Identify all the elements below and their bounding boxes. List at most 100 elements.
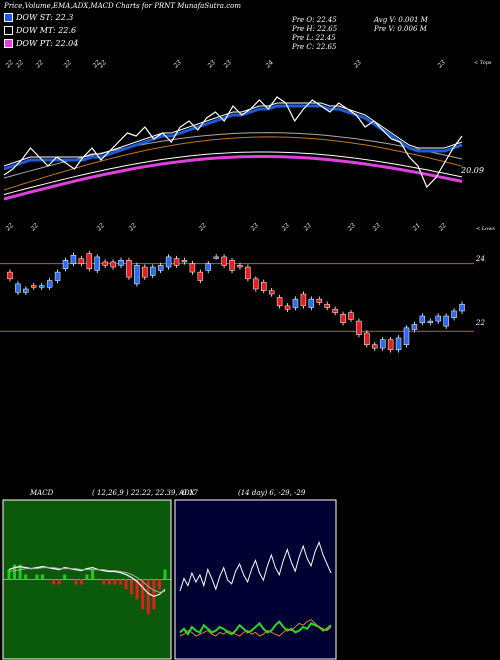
top-date-tick: 24 [264,59,275,70]
tops-label: < Tops [474,60,492,66]
volume-info: Avg V: 0.001 M Pre V: 0.006 M [374,16,428,33]
top-date-tick: 22 [97,59,108,70]
bottom-date-tick: 23 [302,222,313,233]
bottom-date-tick: 23 [280,222,291,233]
legend-swatch-st [4,13,13,22]
candle-body [31,285,37,288]
bottom-date-tick: 22 [29,222,40,233]
ema-legend: DOW ST: 22.3 DOW MT: 22.6 DOW PT: 22.04 [4,13,78,48]
candle-body [387,339,394,351]
chart-header: Price,Volume,EMA,ADX,MACD Charts for PRN… [4,2,241,10]
candle-body [15,283,21,293]
adx-line [179,540,332,592]
ema-st-shadow-line [3,102,463,167]
top-date-tick: 23 [206,59,217,70]
candle-body [403,327,410,345]
candle-body [284,305,291,310]
top-date-tick: 23 [172,59,183,70]
candle-body [300,293,307,307]
candle-body [205,263,211,271]
ema-mt-line [3,136,463,191]
candle-body [316,298,323,303]
candle-body [276,297,283,307]
bottom-date-tick: 22 [4,222,15,233]
top-date-tick: 22 [34,59,45,70]
candle-body [213,256,219,259]
candle-body [189,263,196,273]
bottom-date-tick: 22 [437,222,448,233]
candle-body [411,324,418,330]
macd-signal-line [8,567,166,593]
ema-pt-shadow-line [3,151,463,195]
candle-body [23,288,29,293]
legend-swatch-pt [4,39,13,48]
adx-di-plus-line [179,620,332,637]
candle-body [54,271,61,281]
ema-pt-line [3,155,463,201]
candle-body [356,320,362,335]
candle-body [118,260,124,266]
candle-panel [0,250,474,353]
candle-body [221,256,227,266]
level-label-22: 22 [476,319,485,327]
candle-body [181,260,188,263]
candle-body [253,278,259,290]
candle-body [142,266,148,278]
price-line [3,96,463,189]
candle-body [340,314,346,324]
macd-line [8,565,166,598]
ohlc-info: Pre O: 22.45 Pre H: 22.65 Pre L: 22.45 P… [292,16,338,51]
bottom-date-tick: 21 [411,222,422,233]
candle-body [70,254,77,264]
chart-site: MunafaSutra.com [177,2,241,10]
candle-body [379,339,386,349]
candle-body [62,260,69,269]
candle-body [364,332,370,345]
chart-title: Price,Volume,EMA,ADX,MACD Charts for PRN… [4,2,175,10]
ema-lt-line [3,132,463,179]
candle-body [149,266,156,276]
candle-body [245,266,251,280]
candle-body [435,315,441,322]
candle-body [165,256,172,268]
price-value-label: 20.09 [461,166,484,175]
adx-di-minus-line [179,619,332,637]
candle-body [46,280,53,288]
macd-label: MACD [30,489,54,497]
top-date-tick: 23 [436,59,447,70]
candle-body [157,265,164,271]
candle-body [308,298,315,308]
candle-body [38,285,45,288]
legend-item-st: DOW ST: 22.3 [4,13,78,22]
ema-st-line [3,104,463,171]
bottom-date-tick: 23 [249,222,260,233]
adx-background [174,499,337,660]
bottom-date-tick: 23 [346,222,357,233]
candle-body [197,271,204,281]
candle-body [110,261,116,268]
bottom-date-tick: 23 [371,222,382,233]
legend-swatch-mt [4,26,13,35]
candle-body [268,290,275,295]
candle-body [102,261,108,266]
level-label-24: 24 [476,255,485,263]
candle-body [348,312,354,320]
candle-body [229,260,235,271]
top-date-tick: 22 [62,59,73,70]
candle-body [459,303,465,312]
top-date-tick: 22 [91,59,102,70]
candle-body [395,337,402,351]
top-date-tick: 23 [352,59,363,70]
adx-panel [174,499,337,660]
candle-body [86,253,93,269]
candle-body [419,315,426,324]
bottom-date-tick: 22 [95,222,106,233]
candle-body [94,256,100,271]
candle-body [443,315,449,327]
top-date-tick: 22 [4,59,15,70]
legend-item-pt: DOW PT: 22.04 [4,39,78,48]
candle-body [237,265,243,268]
candle-body [324,303,330,308]
